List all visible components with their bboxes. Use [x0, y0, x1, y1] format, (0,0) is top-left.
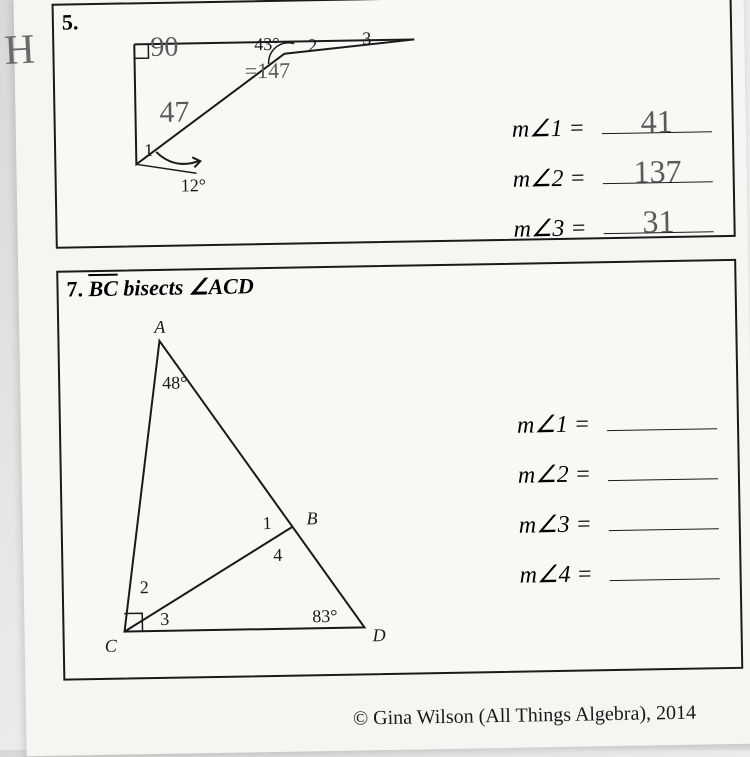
answer-row-m3: m∠3 = 31: [513, 204, 714, 243]
vertex-B: B: [306, 508, 317, 528]
problem-7-answers: m∠1 = m∠2 = m∠3 = m∠4 =: [517, 401, 720, 604]
worksheet-page: H 5. 43° 2 3 1 12°: [13, 0, 750, 756]
m3-blank: 31: [603, 204, 713, 234]
angle-43-label: 43°: [254, 34, 280, 54]
vertex-A: A: [153, 317, 166, 337]
m2-blank: 137: [602, 154, 712, 184]
m3-blank-7: [608, 501, 718, 531]
m1-blank: 41: [601, 104, 711, 134]
problem-5-cell: 5. 43° 2 3 1 12° 90: [52, 0, 736, 249]
answer-row-7-m1: m∠1 =: [517, 401, 718, 440]
m1-value: 41: [640, 103, 673, 140]
vertex-C: C: [105, 636, 118, 656]
m2-value: 137: [633, 153, 682, 190]
problem-7-cell: 7. BC bisects ∠ACD A B C D 48°: [56, 259, 743, 681]
m3-label: m∠3 =: [513, 213, 603, 244]
angle-48: 48°: [162, 372, 188, 392]
problem-5-number: 5.: [62, 9, 79, 35]
m1-label: m∠1 =: [512, 113, 602, 144]
problem-7-num-text: 7.: [66, 276, 83, 301]
m2-label: m∠2 =: [512, 163, 602, 194]
angle-83: 83°: [312, 606, 338, 626]
hw-90: 90: [150, 32, 179, 64]
angle-2: 2: [140, 577, 149, 597]
angle-1-label: 1: [144, 140, 153, 160]
answer-row-7-m2: m∠2 =: [517, 451, 718, 490]
angle-3: 3: [160, 609, 169, 629]
hw-147: =147: [245, 58, 291, 85]
angle-1: 1: [262, 513, 271, 533]
m4-label-7: m∠4 =: [519, 559, 609, 590]
problem-5-answers: m∠1 = 41 m∠2 = 137 m∠3 = 31: [511, 104, 714, 257]
answer-row-7-m4: m∠4 =: [519, 551, 720, 590]
bisects-text: bisects ∠: [118, 274, 209, 301]
m1-blank-7: [607, 401, 717, 431]
problem-7-number: 7. BC bisects ∠ACD: [66, 273, 254, 302]
answer-row-m2: m∠2 = 137: [512, 154, 713, 193]
vertex-D: D: [371, 625, 385, 645]
angle-4: 4: [273, 545, 282, 565]
angle-3-label: 3: [362, 28, 371, 48]
angle-2-label: 2: [308, 35, 317, 55]
problem-7-figure: A B C D 48° 83° 1 4 2 3: [99, 316, 435, 652]
m4-blank-7: [609, 551, 719, 581]
m2-label-7: m∠2 =: [518, 459, 608, 490]
answer-row-7-m3: m∠3 =: [518, 501, 719, 540]
m2-blank-7: [607, 451, 717, 481]
hw-arrow: [154, 147, 205, 181]
acd-text: ACD: [208, 273, 254, 299]
m3-label-7: m∠3 =: [518, 509, 608, 540]
answer-row-m1: m∠1 = 41: [511, 104, 712, 143]
edge-handwriting: H: [3, 26, 36, 76]
m3-value: 31: [642, 203, 675, 240]
problem-5-figure: 43° 2 3 1 12° 90 47 =147: [104, 19, 427, 205]
m1-label-7: m∠1 =: [517, 409, 607, 440]
hw-47: 47: [159, 95, 190, 130]
copyright-text: © Gina Wilson (All Things Algebra), 2014: [353, 702, 696, 731]
bc-segment: BC: [88, 276, 118, 302]
